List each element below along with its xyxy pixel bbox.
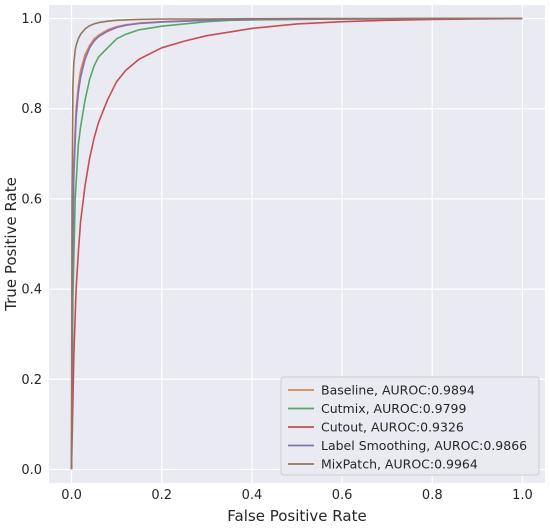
series-line-3 [70, 17, 523, 470]
y-tick-label: 0.6 [21, 192, 42, 207]
x-tick-labels: 0.0 0.2 0.4 0.6 0.8 1.0 [61, 488, 533, 503]
y-axis-label: True Positive Rate [2, 177, 20, 312]
legend-entry-0: Baseline, AUROC:0.9894 [321, 383, 475, 398]
y-tick-label: 0.0 [21, 463, 42, 478]
legend-entry-4: MixPatch, AUROC:0.9964 [321, 457, 478, 472]
x-tick-label: 0.2 [151, 488, 172, 503]
legend-entry-3: Label Smoothing, AUROC:0.9866 [321, 438, 527, 453]
y-tick-label: 0.2 [21, 373, 42, 388]
y-tick-labels: 0.0 0.2 0.4 0.6 0.8 1.0 [21, 12, 42, 478]
grid-lines [49, 5, 545, 483]
legend-entry-1: Cutmix, AUROC:0.9799 [321, 401, 466, 416]
legend: Baseline, AUROC:0.9894 Cutmix, AUROC:0.97… [280, 376, 540, 476]
legend-box [280, 376, 540, 476]
y-tick-label: 1.0 [21, 12, 42, 27]
x-axis-label: False Positive Rate [227, 507, 366, 525]
x-tick-label: 0.0 [61, 488, 82, 503]
x-tick-label: 0.4 [242, 488, 263, 503]
y-tick-label: 0.4 [21, 283, 42, 298]
legend-entry-2: Cutout, AUROC:0.9326 [321, 420, 464, 435]
x-tick-label: 0.8 [422, 488, 443, 503]
series-line-2 [70, 17, 523, 470]
y-tick-label: 0.8 [21, 102, 42, 117]
x-tick-label: 1.0 [512, 488, 533, 503]
x-tick-label: 0.6 [332, 488, 353, 503]
series-line-4 [70, 17, 523, 470]
roc-curves [70, 17, 523, 470]
